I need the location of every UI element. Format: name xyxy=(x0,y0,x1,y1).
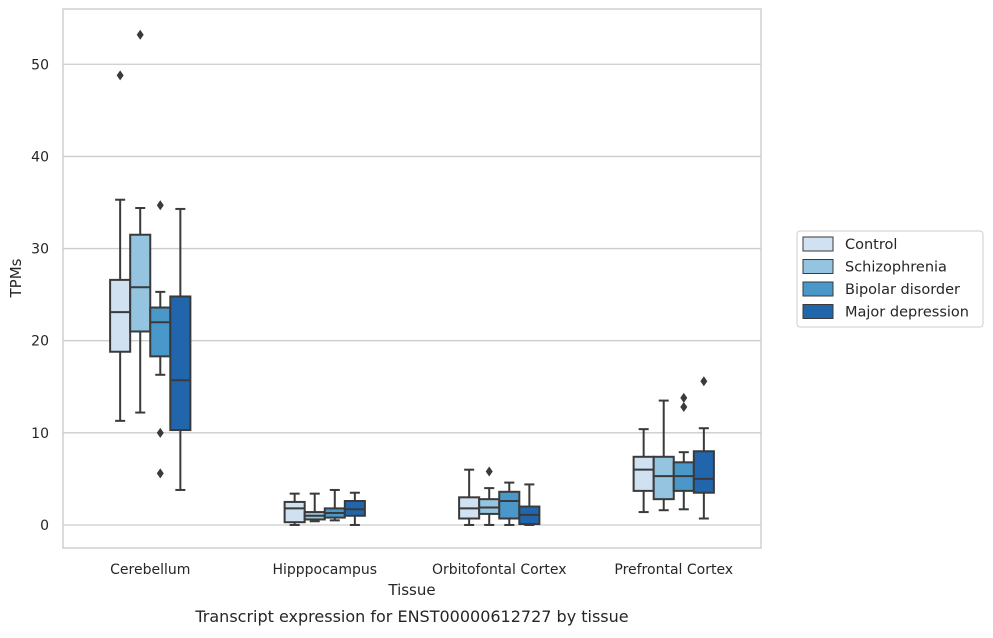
legend-swatch xyxy=(802,304,834,319)
y-tick-label: 30 xyxy=(31,242,49,258)
legend-frame xyxy=(796,230,984,328)
legend-swatch xyxy=(802,281,834,297)
box-bipolar-disorder xyxy=(498,481,521,526)
box-schizophrenia xyxy=(652,399,675,512)
y-tick-label: 0 xyxy=(40,518,49,534)
iqr-box xyxy=(129,233,152,333)
box-control xyxy=(632,428,655,514)
box-bipolar-disorder xyxy=(149,200,172,479)
box-major-depression xyxy=(692,376,715,520)
iqr-box xyxy=(109,278,132,353)
y-axis-label: TPMs xyxy=(7,258,25,298)
legend-label: Bipolar disorder xyxy=(845,282,960,298)
box-control xyxy=(458,468,481,526)
boxes-layer xyxy=(109,29,715,526)
x-tick-label: Orbitofontal Cortex xyxy=(432,562,567,578)
outlier-point xyxy=(485,466,493,477)
outlier-point xyxy=(156,468,164,479)
legend-label: Schizophrenia xyxy=(845,260,947,276)
iqr-box xyxy=(652,455,675,501)
outlier-point xyxy=(700,376,708,387)
y-tick-label: 10 xyxy=(31,426,49,442)
legend-swatch xyxy=(802,259,834,274)
box-schizophrenia xyxy=(478,466,501,526)
box-bipolar-disorder xyxy=(323,488,346,522)
box-major-depression xyxy=(169,207,192,491)
box-control xyxy=(109,70,132,422)
y-tick-label: 20 xyxy=(31,334,49,350)
box-bipolar-disorder xyxy=(672,392,695,511)
y-tick-label: 40 xyxy=(31,149,49,165)
box-major-depression xyxy=(343,491,366,526)
legend: Control Schizophrenia Bipolar disorder Majo… xyxy=(796,230,984,328)
box-control xyxy=(283,492,306,526)
iqr-box xyxy=(692,450,715,494)
iqr-box xyxy=(169,295,192,432)
box-schizophrenia xyxy=(303,492,326,523)
outlier-point xyxy=(680,392,688,403)
legend-label: Control xyxy=(845,237,897,253)
plot-frame xyxy=(62,8,762,549)
chart-caption: Transcript expression for ENST0000061272… xyxy=(194,607,628,626)
iqr-box xyxy=(283,500,306,524)
x-tick-label: Hipppocampus xyxy=(272,562,377,578)
outlier-point xyxy=(116,70,124,81)
outlier-point xyxy=(156,427,164,438)
legend-label: Major depression xyxy=(845,305,969,321)
outlier-point xyxy=(156,200,164,211)
outlier-point xyxy=(680,402,688,413)
outlier-point xyxy=(136,29,144,40)
x-tick-label: Cerebellum xyxy=(110,562,190,578)
iqr-box xyxy=(632,455,655,492)
box-major-depression xyxy=(518,483,541,526)
x-axis-label: Tissue xyxy=(387,581,435,599)
iqr-box xyxy=(498,490,521,520)
x-tick-label: Prefrontal Cortex xyxy=(614,562,733,578)
y-tick-label: 50 xyxy=(31,57,49,73)
iqr-box xyxy=(149,306,172,358)
legend-swatch xyxy=(802,236,834,252)
box-schizophrenia xyxy=(129,29,152,414)
axis-ticks: 0 10 20 30 40 50 Cerebellum Hipppocampus Orbitof… xyxy=(31,57,733,578)
